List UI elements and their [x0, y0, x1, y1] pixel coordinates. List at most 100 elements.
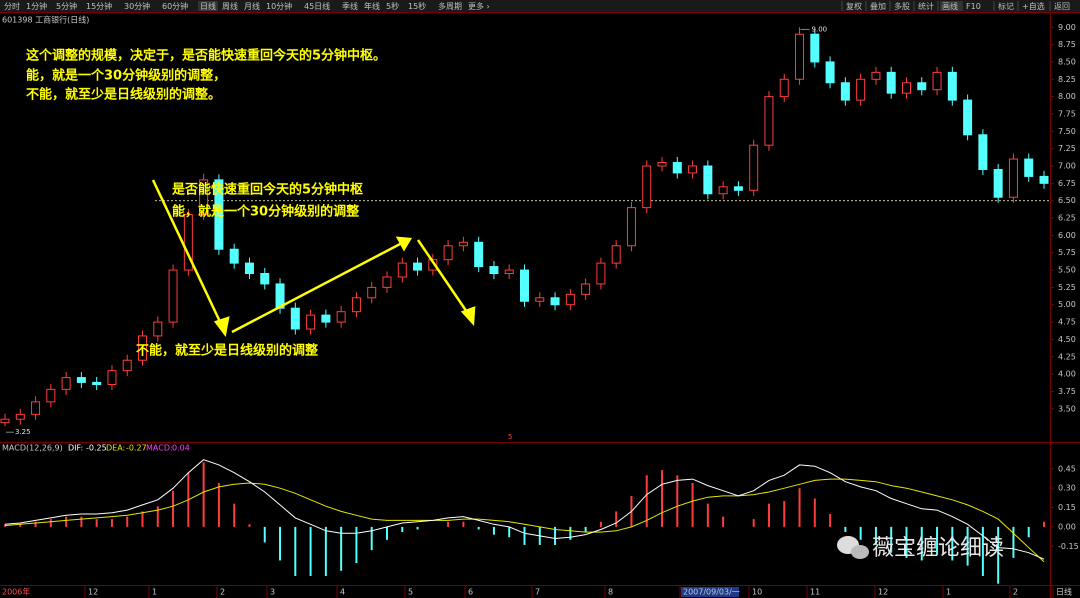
- toolbar-tab[interactable]: 更多 ›: [468, 1, 490, 11]
- tab-active: [940, 1, 962, 11]
- y-tick-label: 6.75: [1058, 179, 1076, 188]
- candle-body: [535, 297, 545, 302]
- toolbar-tab[interactable]: 15秒: [408, 1, 426, 11]
- y-tick-label: 6.25: [1058, 214, 1076, 223]
- candle-body: [397, 262, 407, 278]
- candle-body: [1024, 158, 1034, 177]
- candle-body: [626, 207, 636, 247]
- candle-body: [993, 168, 1003, 198]
- toolbar-tab[interactable]: 多周期: [438, 1, 462, 11]
- candle-body: [61, 377, 71, 390]
- macd-value: 0.04: [172, 444, 190, 453]
- candle-body: [76, 377, 86, 383]
- dea-line: [4, 478, 1045, 563]
- dea-label: DEA:: [106, 444, 125, 453]
- toolbar-tab[interactable]: 日线: [200, 1, 216, 11]
- toolbar-tab[interactable]: 季线: [342, 1, 358, 11]
- toolbar-tab[interactable]: 分时: [4, 1, 20, 11]
- x-tick-label: 11: [810, 588, 820, 597]
- toolbar-tab[interactable]: 年线: [364, 1, 380, 11]
- y-tick-label: 4.25: [1058, 352, 1076, 361]
- candle-body: [458, 241, 468, 247]
- y-tick-label: 8.50: [1058, 57, 1076, 66]
- toolbar-tab[interactable]: 月线: [244, 1, 260, 11]
- macd-label: MACD:: [146, 444, 173, 453]
- candle-body: [886, 71, 896, 94]
- toolbar-button[interactable]: 画线: [942, 1, 958, 11]
- x-tick-label: 10: [752, 588, 762, 597]
- toolbar-tab[interactable]: 10分钟: [266, 1, 292, 11]
- candle-body: [565, 293, 575, 306]
- y-tick-label: 7.25: [1058, 144, 1076, 153]
- y-tick-label: 5.25: [1058, 283, 1076, 292]
- candle-body: [947, 71, 957, 101]
- candle-body: [733, 186, 743, 191]
- candle-body: [367, 286, 377, 299]
- x-tick-label: 7: [535, 588, 540, 597]
- x-tick-label: 8: [608, 588, 613, 597]
- x-tick-label: 日线: [1056, 587, 1072, 597]
- dea-value: -0.27: [126, 444, 147, 453]
- y-tick-label: 4.75: [1058, 318, 1076, 327]
- y-tick-label: 7.75: [1058, 109, 1076, 118]
- candle-body: [336, 311, 346, 323]
- max-label: 9.00: [812, 25, 828, 33]
- arrows: [151, 179, 476, 338]
- toolbar-tab[interactable]: 15分钟: [86, 1, 112, 11]
- x-tick-label: 12: [878, 588, 888, 597]
- y-tick-label: 0.15: [1058, 503, 1076, 512]
- macd-title: MACD(12,26,9): [2, 444, 63, 453]
- toolbar-tab[interactable]: 5秒: [386, 1, 399, 11]
- chart-title: 601398 工商银行(日线): [2, 15, 89, 25]
- y-tick-label: 5.50: [1058, 266, 1076, 275]
- candle-body: [413, 262, 423, 271]
- candle-body: [810, 33, 820, 63]
- candle-body: [474, 241, 484, 268]
- toolbar-tab[interactable]: 周线: [222, 1, 238, 11]
- x-tick-label: 1: [152, 588, 157, 597]
- candle-body: [779, 78, 789, 98]
- candle-body: [856, 78, 866, 101]
- annotation: 是否能快速重回今天的5分钟中枢: [171, 182, 363, 198]
- x-tick-label: 1: [946, 588, 951, 597]
- toolbar-tab[interactable]: 5分钟: [56, 1, 77, 11]
- toolbar-tab[interactable]: 30分钟: [124, 1, 150, 11]
- x-tick-label: 2007/09/03/一: [683, 588, 740, 597]
- candle-body: [214, 179, 224, 250]
- candle-body: [795, 33, 805, 80]
- toolbar-button[interactable]: 叠加: [870, 1, 886, 11]
- watermark-text: 薇宝缠论细读: [872, 536, 1004, 561]
- y-tick-label: 7.50: [1058, 127, 1076, 136]
- toolbar-tab[interactable]: 1分钟: [26, 1, 47, 11]
- toolbar-button[interactable]: F10: [966, 2, 981, 11]
- candle-body: [122, 359, 132, 372]
- candle-body: [138, 335, 148, 361]
- toolbar-button[interactable]: 统计: [918, 1, 934, 11]
- candle-body: [596, 262, 606, 285]
- toolbar-button[interactable]: 多股: [894, 1, 910, 11]
- y-tick-label: 3.75: [1058, 387, 1076, 396]
- candle-body: [46, 388, 56, 403]
- candle-body: [1039, 175, 1049, 184]
- toolbar-button[interactable]: +自选: [1022, 1, 1045, 11]
- annotation: 能，就是一个30分钟级别的调整: [172, 204, 360, 220]
- dif-value: -0.25: [86, 444, 107, 453]
- y-tick-label: 0.45: [1058, 464, 1076, 473]
- toolbar-tab[interactable]: 45日线: [304, 1, 330, 11]
- toolbar-button[interactable]: 复权: [846, 1, 862, 11]
- candle-body: [382, 276, 392, 288]
- candle-body: [825, 61, 835, 84]
- candle-body: [443, 245, 453, 261]
- candle-body: [92, 381, 102, 386]
- candle-body: [871, 71, 881, 80]
- candle-body: [489, 266, 499, 275]
- candle-body: [932, 71, 942, 91]
- x-tick-label: 2: [1013, 588, 1018, 597]
- toolbar-tab[interactable]: 60分钟: [162, 1, 188, 11]
- candle-body: [504, 269, 514, 275]
- candle-body: [901, 82, 911, 94]
- toolbar-button[interactable]: 标记: [998, 1, 1014, 11]
- candle-body: [229, 248, 239, 264]
- toolbar-button[interactable]: 返回: [1054, 2, 1070, 11]
